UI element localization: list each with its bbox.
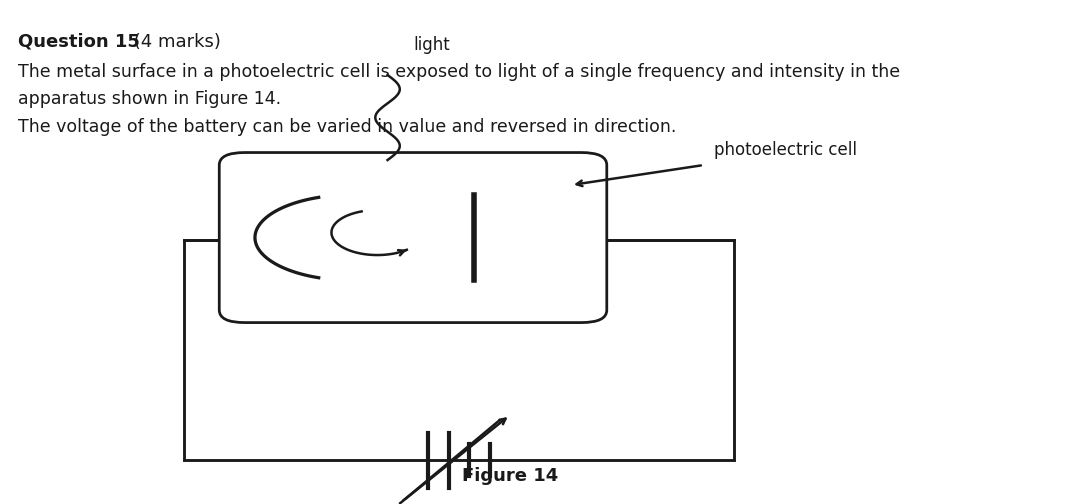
Text: The voltage of the battery can be varied in value and reversed in direction.: The voltage of the battery can be varied… [18,117,677,136]
Text: Question 15: Question 15 [18,32,140,50]
Text: light: light [413,36,449,54]
Text: The metal surface in a photoelectric cell is exposed to light of a single freque: The metal surface in a photoelectric cel… [18,62,901,81]
Text: photoelectric cell: photoelectric cell [714,141,856,159]
Text: apparatus shown in Figure 14.: apparatus shown in Figure 14. [18,90,282,108]
Text: Figure 14: Figure 14 [462,467,558,485]
Text: (4 marks): (4 marks) [129,32,221,50]
FancyBboxPatch shape [219,153,607,323]
